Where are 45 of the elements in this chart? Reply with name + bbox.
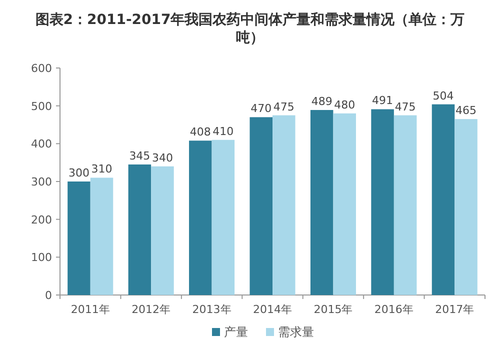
bar bbox=[454, 119, 478, 295]
bar bbox=[371, 109, 394, 295]
y-tick-label: 0 bbox=[45, 289, 52, 302]
bar bbox=[189, 140, 212, 295]
legend-label: 产量 bbox=[224, 325, 248, 339]
y-tick-label: 100 bbox=[31, 251, 52, 264]
title: 图表2：2011-2017年我国农药中间体产量和需求量情况（单位：万吨） bbox=[35, 12, 465, 46]
bar bbox=[310, 110, 334, 295]
bar bbox=[250, 117, 272, 295]
y-tick-label: 400 bbox=[31, 138, 52, 151]
data-label: 504 bbox=[432, 89, 454, 102]
bar bbox=[128, 164, 152, 295]
y-tick-label: 600 bbox=[31, 62, 52, 75]
data-label: 475 bbox=[394, 100, 416, 114]
bar bbox=[212, 140, 235, 295]
data-label: 465 bbox=[456, 104, 477, 118]
data-label: 489 bbox=[311, 94, 332, 108]
legend-label: 需求量 bbox=[278, 325, 314, 339]
data-label: 408 bbox=[190, 126, 211, 139]
data-label: 300 bbox=[68, 166, 90, 180]
x-tick-label: 2014年 bbox=[253, 303, 292, 316]
bar bbox=[333, 113, 356, 295]
data-label: 310 bbox=[91, 162, 112, 176]
y-tick-label: 500 bbox=[31, 100, 52, 113]
x-tick-label: 2012年 bbox=[132, 303, 171, 316]
y-tick-label: 200 bbox=[31, 213, 52, 226]
y-tick-label: 300 bbox=[31, 176, 52, 188]
data-label: 480 bbox=[334, 98, 356, 112]
data-label: 470 bbox=[250, 102, 272, 116]
bar bbox=[68, 182, 90, 295]
x-tick-label: 2011年 bbox=[70, 303, 110, 316]
bar bbox=[394, 115, 417, 295]
x-tick-label: 2013年 bbox=[192, 303, 232, 316]
data-label: 345 bbox=[129, 149, 150, 162]
data-label: 340 bbox=[152, 151, 173, 164]
data-label: 491 bbox=[372, 94, 394, 108]
x-tick-label: 2016年 bbox=[374, 303, 414, 316]
x-tick-label: 2017年 bbox=[435, 303, 474, 316]
bar bbox=[432, 104, 455, 295]
data-label: 410 bbox=[212, 124, 234, 138]
bar bbox=[151, 166, 174, 295]
x-tick-label: 2015年 bbox=[314, 303, 353, 316]
data-label: 475 bbox=[273, 100, 294, 114]
bar bbox=[90, 178, 114, 295]
bar bbox=[272, 115, 296, 295]
